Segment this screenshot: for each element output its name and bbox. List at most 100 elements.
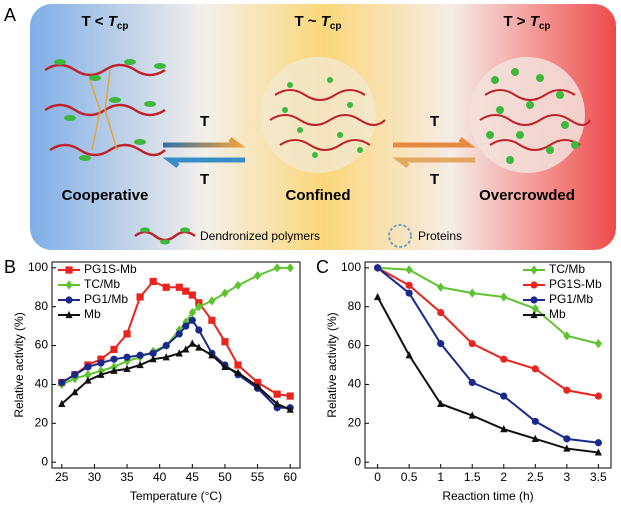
marker — [437, 340, 445, 348]
plot-frame — [364, 261, 612, 469]
marker — [182, 317, 190, 327]
marker — [374, 264, 382, 272]
legend-label: PG1/Mb — [549, 292, 593, 306]
marker — [437, 399, 445, 407]
state-label: Confined — [286, 187, 351, 204]
x-tick-label: 40 — [153, 470, 167, 484]
marker — [286, 392, 294, 400]
cooperative-illustration — [44, 59, 166, 161]
marker — [468, 378, 476, 387]
panel-a: A T < Tcp T ~ Tcp T > Tcp T T T T Coop — [4, 4, 616, 250]
x-tick-label: 60 — [284, 470, 298, 484]
marker — [136, 360, 144, 369]
marker — [221, 338, 229, 346]
marker — [188, 339, 196, 347]
marker — [162, 341, 170, 350]
marker — [437, 282, 445, 292]
protein-icon — [388, 224, 412, 248]
y-tick-label: 40 — [35, 377, 49, 391]
marker — [234, 361, 242, 369]
state-label: Overcrowded — [479, 187, 575, 204]
legend-marker — [530, 296, 538, 304]
legend-label: PG1S-Mb — [549, 277, 602, 291]
marker — [468, 288, 476, 298]
x-tick-label: 30 — [88, 470, 102, 484]
marker — [58, 399, 66, 407]
marker — [136, 293, 144, 301]
plot-frame — [51, 261, 301, 469]
y-tick-label: 20 — [348, 415, 362, 429]
x-tick-label: 45 — [186, 470, 200, 484]
y-tick-label: 80 — [35, 299, 49, 313]
marker — [182, 287, 190, 295]
marker — [594, 339, 602, 349]
panel-label: B — [4, 257, 16, 277]
x-tick-label: 50 — [218, 470, 232, 484]
marker — [531, 417, 539, 425]
arrow-label: T — [200, 113, 209, 130]
marker — [123, 353, 131, 361]
y-tick-label: 80 — [348, 299, 362, 313]
marker — [563, 435, 571, 443]
legend-label: Proteins — [418, 229, 462, 243]
series-line — [376, 296, 599, 454]
marker — [234, 368, 242, 376]
marker — [374, 292, 382, 301]
y-tick-label: 60 — [348, 338, 362, 352]
x-axis-title: Temperature (°C) — [130, 489, 222, 503]
legend-label: TC/Mb — [549, 262, 585, 276]
y-tick-label: 0 — [354, 454, 361, 468]
marker — [500, 392, 508, 400]
marker — [208, 316, 216, 324]
marker — [162, 353, 170, 361]
y-axis-title: Relative activity (%) — [12, 312, 26, 417]
marker — [136, 351, 144, 359]
x-tick-label: 3.5 — [590, 470, 607, 484]
marker — [531, 304, 539, 314]
legend-marker — [65, 280, 73, 290]
marker — [208, 296, 216, 306]
marker — [563, 386, 571, 394]
marker — [123, 330, 131, 338]
x-tick-label: 1.5 — [464, 470, 481, 484]
state-title: T < Tcp — [81, 13, 128, 32]
marker — [563, 331, 571, 341]
marker — [188, 291, 196, 299]
x-tick-label: 55 — [251, 470, 265, 484]
state-label: Cooperative — [62, 187, 149, 204]
legend-label: PG1/Mb — [84, 292, 128, 306]
legend-marker — [530, 265, 538, 275]
x-tick-label: 2.5 — [527, 470, 544, 484]
marker — [149, 277, 157, 286]
marker — [253, 271, 262, 281]
confined-illustration — [260, 57, 386, 173]
x-tick-label: 35 — [120, 470, 134, 484]
y-tick-label: 60 — [35, 338, 49, 352]
marker — [500, 355, 508, 363]
x-axis-title: Reaction time (h) — [442, 489, 533, 503]
marker — [195, 343, 203, 351]
legend-label: PG1S-Mb — [84, 262, 137, 276]
marker — [594, 448, 602, 456]
marker — [594, 392, 602, 400]
legend-marker — [530, 281, 538, 289]
marker — [97, 355, 105, 363]
marker — [531, 365, 539, 373]
marker — [123, 356, 131, 366]
marker — [221, 362, 229, 371]
arrow-label: T — [430, 113, 439, 130]
series-line — [377, 266, 599, 345]
marker — [468, 411, 476, 419]
marker — [71, 388, 79, 396]
transition-arrows: T T T T — [162, 113, 476, 188]
legend-label: Mb — [84, 307, 101, 321]
marker — [195, 302, 203, 312]
marker — [273, 390, 281, 398]
legend-label: Mb — [549, 307, 566, 321]
x-tick-label: 2 — [500, 470, 507, 484]
marker — [273, 399, 281, 407]
marker — [253, 382, 262, 390]
y-tick-label: 100 — [341, 260, 361, 274]
marker — [110, 345, 118, 354]
legend-label: Dendronized polymers — [200, 229, 320, 243]
